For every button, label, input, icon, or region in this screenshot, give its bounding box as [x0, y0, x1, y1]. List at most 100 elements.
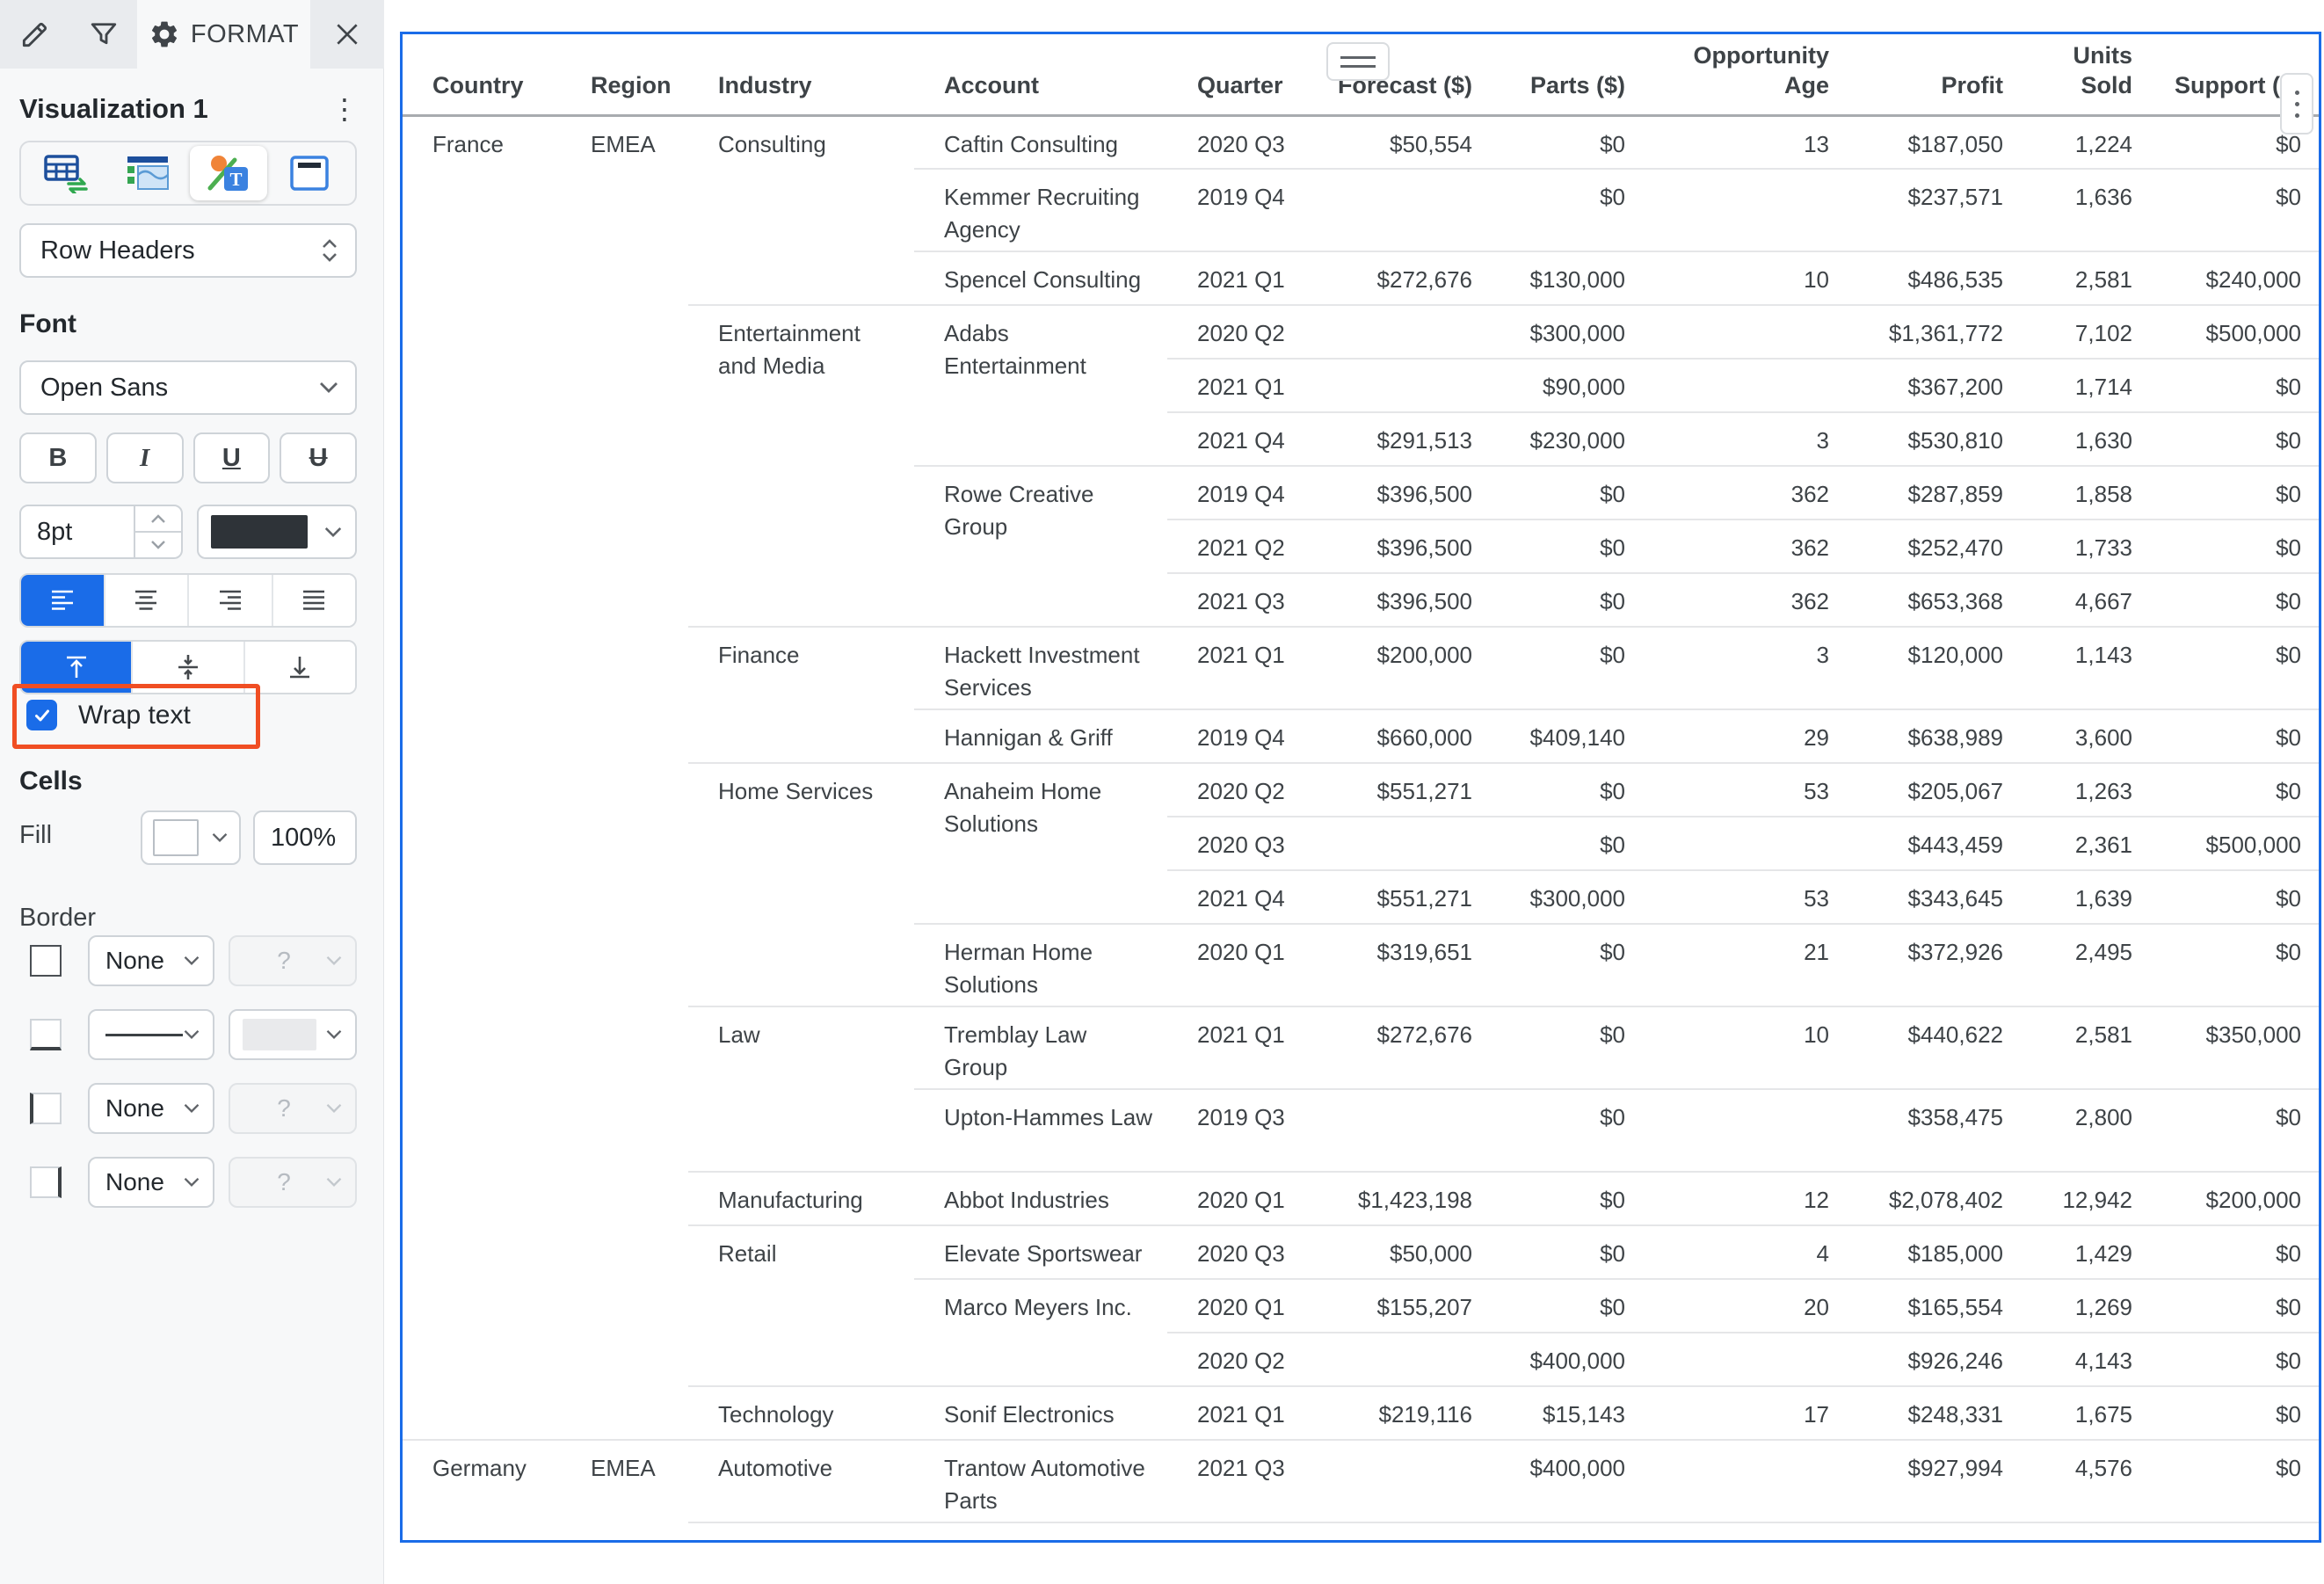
cell-quarter[interactable]: 2019 Q4: [1167, 465, 1323, 520]
valign-middle-button[interactable]: [133, 642, 245, 693]
cell-country[interactable]: France: [432, 130, 504, 157]
border-bottom-color-selector[interactable]: [229, 1009, 357, 1060]
cell-forecast[interactable]: $50,554: [1390, 130, 1472, 157]
cell-support[interactable]: $0: [2150, 358, 2319, 412]
cell-industry[interactable]: Law: [688, 1006, 914, 1172]
cell-forecast[interactable]: $219,116: [1323, 1385, 1490, 1440]
cell-parts[interactable]: $230,000: [1490, 411, 1643, 466]
cell-profit[interactable]: $205,067: [1847, 762, 2021, 817]
cell-industry[interactable]: Consulting: [718, 130, 826, 157]
cell-profit[interactable]: $926,246: [1847, 1332, 2021, 1386]
cell-age[interactable]: 53: [1643, 869, 1847, 924]
column-drag-handle[interactable]: [1326, 42, 1390, 81]
font-family-selector[interactable]: Open Sans: [19, 360, 357, 415]
border-right-color-selector[interactable]: ?: [229, 1157, 357, 1208]
cell-account[interactable]: Upton-Hammes Law: [914, 1088, 1167, 1172]
cell-parts[interactable]: $300,000: [1490, 304, 1643, 359]
viz-type-text-button[interactable]: T: [190, 146, 267, 200]
cell-forecast[interactable]: [1323, 1522, 1490, 1540]
cell-profit[interactable]: $372,926: [1847, 923, 2021, 1006]
cell-forecast[interactable]: $396,500: [1323, 572, 1490, 627]
cell-profit[interactable]: $530,810: [1847, 411, 2021, 466]
cell-units[interactable]: [2021, 1522, 2150, 1540]
cell-age[interactable]: [1643, 358, 1847, 412]
cell-parts[interactable]: $0: [1490, 465, 1643, 520]
cell-units[interactable]: 1,636: [2021, 168, 2150, 251]
cell-parts[interactable]: $0: [1490, 1088, 1643, 1172]
cell-quarter[interactable]: [1167, 1522, 1323, 1540]
cell-quarter[interactable]: 2021 Q3: [1167, 572, 1323, 627]
cell-forecast[interactable]: [1323, 168, 1490, 251]
align-justify-button[interactable]: [272, 575, 355, 626]
cell-support[interactable]: $500,000: [2150, 304, 2319, 359]
cell-units[interactable]: 1,143: [2021, 626, 2150, 709]
cell-account[interactable]: Adabs Entertainment: [914, 304, 1167, 466]
cell-age[interactable]: 17: [1643, 1385, 1847, 1440]
cell-age[interactable]: [1643, 1332, 1847, 1386]
cell-units[interactable]: 1,224: [2074, 130, 2132, 157]
cell-support[interactable]: $0: [2150, 762, 2319, 817]
bold-button[interactable]: B: [19, 432, 97, 483]
cell-quarter[interactable]: 2021 Q4: [1167, 411, 1323, 466]
cell-industry[interactable]: Entertainment and Media: [688, 304, 914, 627]
cell-support[interactable]: $0: [2150, 1088, 2319, 1172]
cell-industry[interactable]: Home Services: [688, 762, 914, 1006]
column-header-units[interactable]: Units Sold: [2021, 34, 2150, 117]
cell-parts[interactable]: $0: [1490, 762, 1643, 817]
cell-parts[interactable]: $0: [1490, 572, 1643, 627]
cell-units[interactable]: 2,361: [2021, 816, 2150, 870]
border-all-color-selector[interactable]: ?: [229, 935, 357, 986]
cell-support[interactable]: $0: [2150, 1439, 2319, 1522]
cell-account[interactable]: Caftin Consulting: [944, 130, 1118, 157]
font-size-stepper[interactable]: 8pt: [19, 505, 183, 559]
cell-units[interactable]: 1,639: [2021, 869, 2150, 924]
column-header-profit[interactable]: Profit: [1847, 34, 2021, 117]
cell-forecast[interactable]: $291,513: [1323, 411, 1490, 466]
cell-quarter[interactable]: 2020 Q2: [1167, 762, 1323, 817]
cell-quarter[interactable]: 2020 Q1: [1167, 1278, 1323, 1333]
cell-parts[interactable]: $0: [1600, 130, 1625, 157]
font-size-increase-button[interactable]: [135, 506, 181, 533]
cell-account[interactable]: Anaheim Home Solutions: [914, 762, 1167, 924]
cell-support[interactable]: $0: [2150, 411, 2319, 466]
cell-parts[interactable]: $0: [1490, 519, 1643, 573]
cell-industry[interactable]: Finance: [688, 626, 914, 763]
cell-support[interactable]: $0: [2150, 1278, 2319, 1333]
cell-profit[interactable]: $440,622: [1847, 1006, 2021, 1089]
align-right-button[interactable]: [189, 575, 273, 626]
cell-profit[interactable]: $248,331: [1847, 1385, 2021, 1440]
cell-forecast[interactable]: $50,000: [1323, 1224, 1490, 1279]
cell-parts[interactable]: $0: [1490, 626, 1643, 709]
cell-support[interactable]: $0: [2150, 572, 2319, 627]
cell-units[interactable]: 4,143: [2021, 1332, 2150, 1386]
border-left-color-selector[interactable]: ?: [229, 1083, 357, 1134]
cell-age[interactable]: 10: [1643, 251, 1847, 305]
cell-account[interactable]: Sonif Electronics: [914, 1385, 1167, 1440]
cell-account[interactable]: Herman Home Solutions: [914, 923, 1167, 1006]
cell-region[interactable]: EMEA: [561, 1439, 688, 1540]
cell-quarter[interactable]: 2020 Q2: [1167, 1332, 1323, 1386]
cell-forecast[interactable]: [1323, 1088, 1490, 1172]
border-all-style-selector[interactable]: None: [88, 935, 214, 986]
cell-industry[interactable]: [688, 1522, 914, 1540]
cell-units[interactable]: 1,429: [2021, 1224, 2150, 1279]
cell-forecast[interactable]: $396,500: [1323, 519, 1490, 573]
strikethrough-button[interactable]: U: [280, 432, 357, 483]
cell-quarter[interactable]: 2021 Q4: [1167, 869, 1323, 924]
valign-bottom-button[interactable]: [244, 642, 355, 693]
cell-age[interactable]: 4: [1643, 1224, 1847, 1279]
column-header-parts[interactable]: Parts ($): [1490, 34, 1643, 117]
column-header-quarter[interactable]: Quarter: [1167, 34, 1323, 117]
cell-forecast[interactable]: $396,500: [1323, 465, 1490, 520]
cell-forecast[interactable]: [1323, 1439, 1490, 1522]
cell-support[interactable]: $0: [2150, 1224, 2319, 1279]
cell-profit[interactable]: $237,571: [1847, 168, 2021, 251]
cell-forecast[interactable]: $551,271: [1323, 869, 1490, 924]
cell-quarter[interactable]: 2021 Q1: [1167, 1006, 1323, 1089]
cell-profit[interactable]: $443,459: [1847, 816, 2021, 870]
column-header-industry[interactable]: Industry: [688, 34, 914, 117]
cell-profit[interactable]: $287,859: [1847, 465, 2021, 520]
cell-age[interactable]: 362: [1643, 465, 1847, 520]
format-tab[interactable]: FORMAT: [137, 0, 310, 69]
cell-industry[interactable]: Technology: [688, 1385, 914, 1440]
